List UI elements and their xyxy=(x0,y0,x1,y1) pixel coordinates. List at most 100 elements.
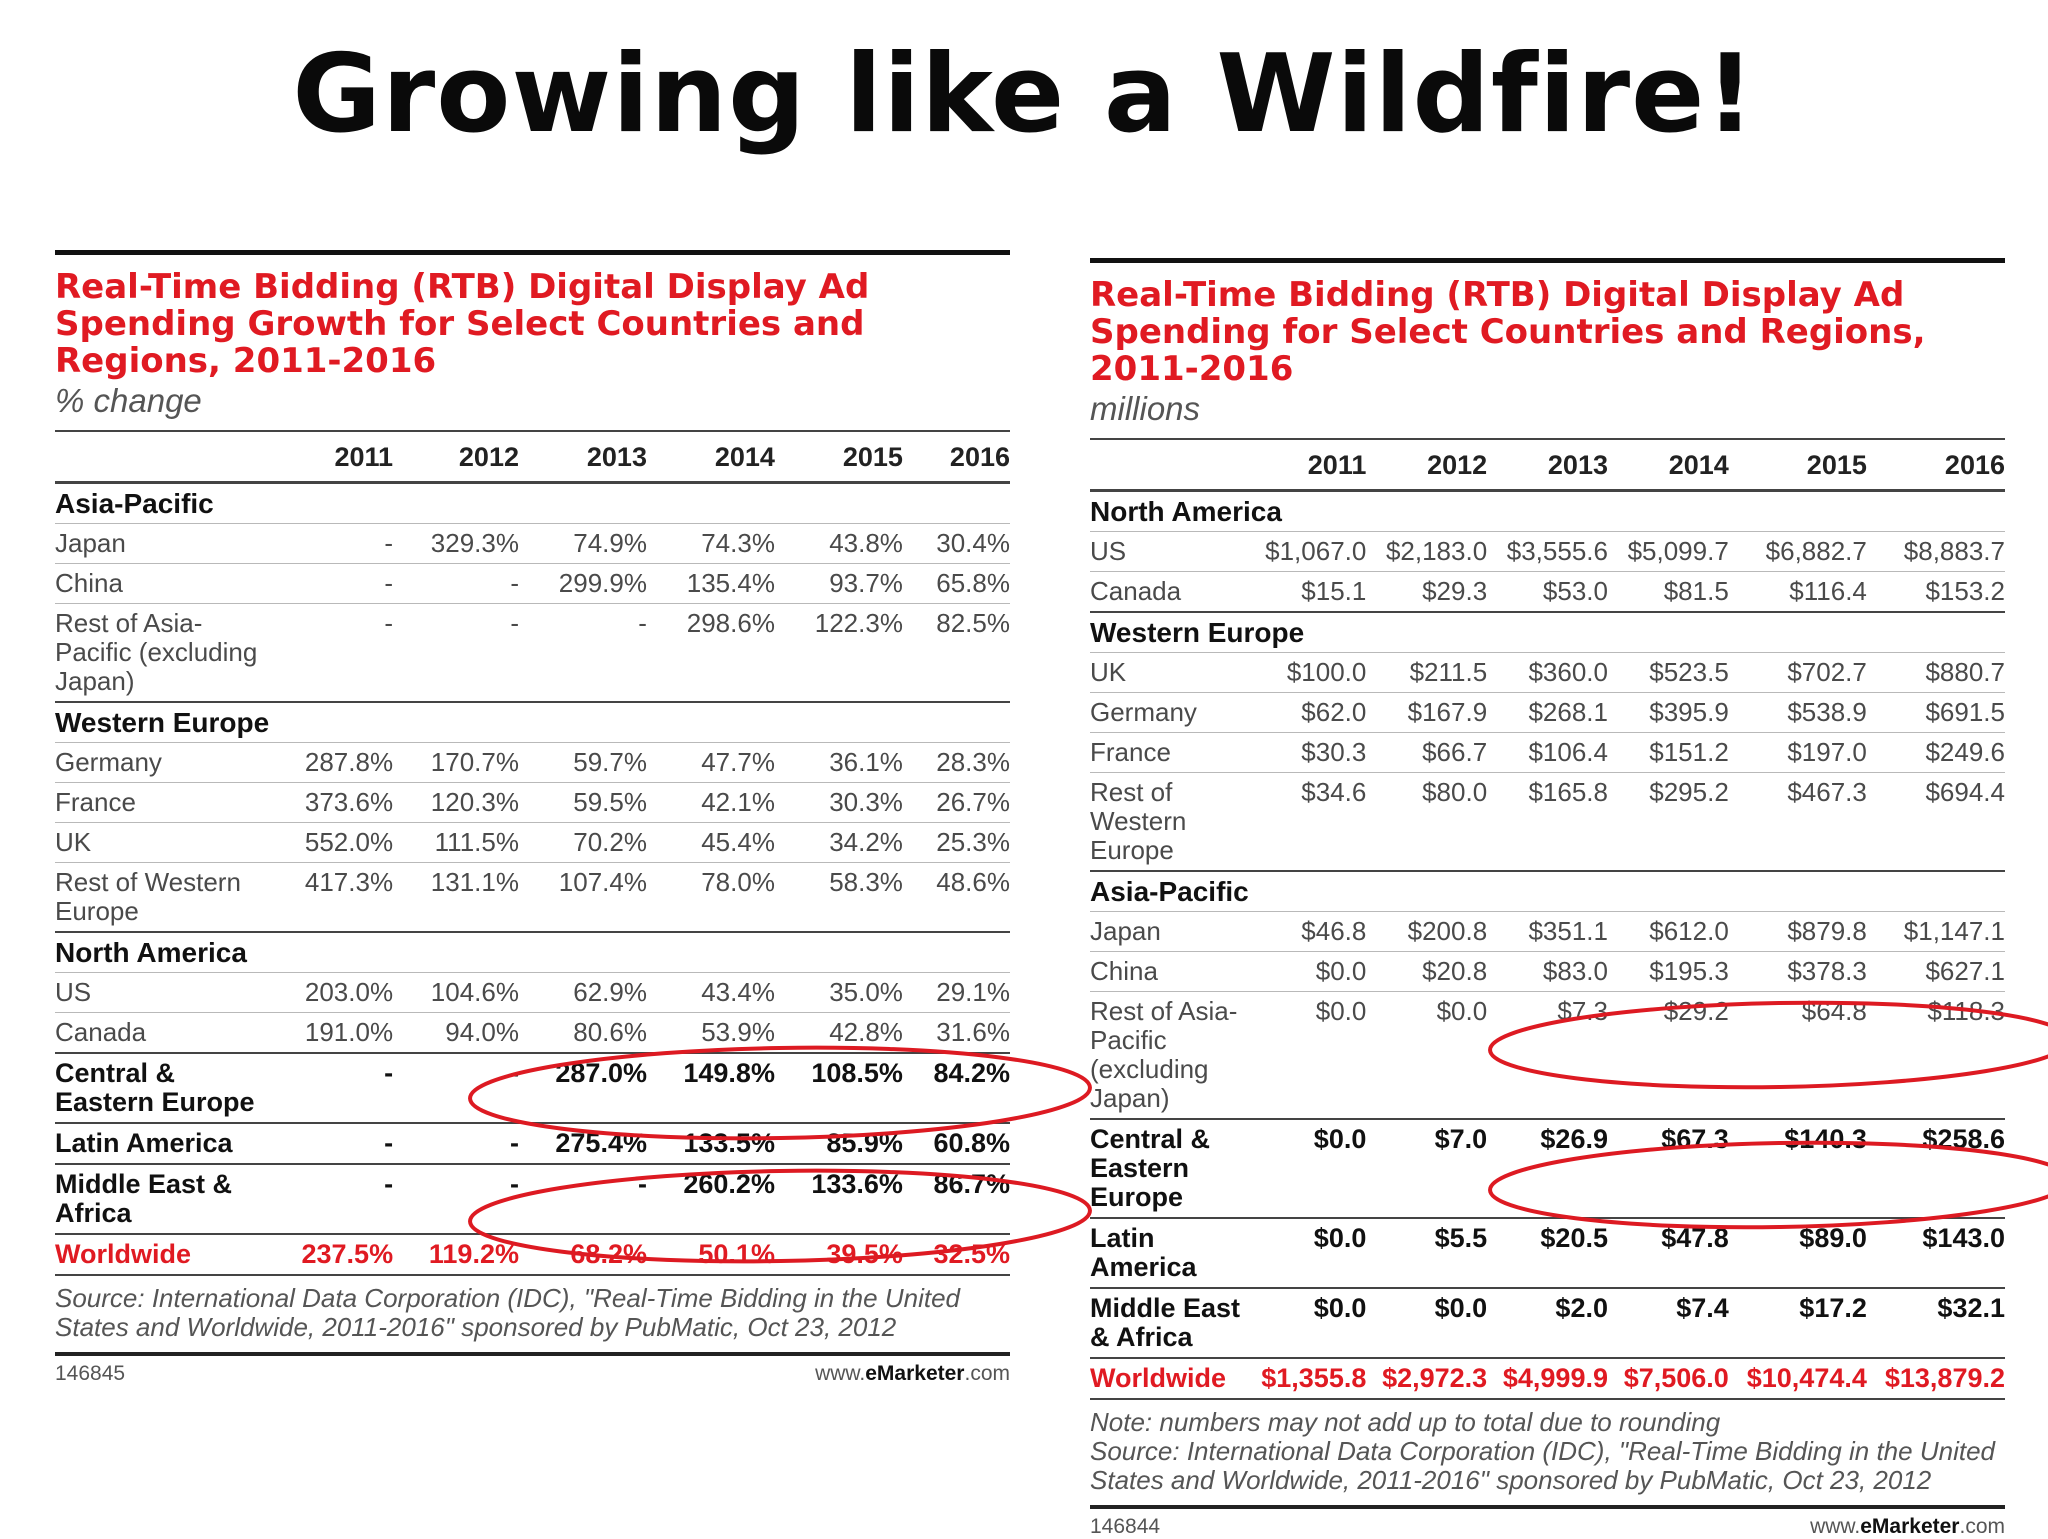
table-row: China - -299.9% 135.4% 93.7% 65.8% xyxy=(55,563,1010,604)
table-cell: 70.2% xyxy=(518,822,647,863)
row-label: US xyxy=(55,972,266,1013)
row-label: UK xyxy=(1090,652,1246,693)
table-row: UK $100.0 $211.5 $360.0 $523.5 $702.7 $880.7 xyxy=(1090,652,2005,693)
col-header: 2014 xyxy=(1607,438,1729,492)
col-header: 2016 xyxy=(902,430,1010,484)
table-cell: 80.6% xyxy=(518,1012,647,1054)
table-cell: 68.2% xyxy=(518,1233,647,1276)
row-label: Rest of Asia-Pacific (excluding Japan) xyxy=(55,603,266,703)
table-body: North America US $1,067.0 $2,183.0 $3,555.6 $… xyxy=(1090,489,2005,1400)
row-label: Germany xyxy=(55,742,266,783)
table-row: Japan -329.3% 74.9% 74.3% 43.8% 30.4% xyxy=(55,523,1010,564)
row-label: Middle East & Africa xyxy=(55,1163,266,1235)
table-cell: $627.1 xyxy=(1866,951,2005,992)
table-cell: $880.7 xyxy=(1866,652,2005,693)
table-cell: - xyxy=(265,603,394,703)
table-cell: $7.4 xyxy=(1607,1287,1729,1359)
table-row: France $30.3 $66.7 $106.4 $151.2 $197.0 $249.6 xyxy=(1090,732,2005,773)
panel-units: millions xyxy=(1090,390,1201,427)
table-cell: $0.0 xyxy=(1245,1118,1367,1219)
source-note: Source: International Data Corporation (… xyxy=(55,1283,960,1342)
panel-units: % change xyxy=(55,382,202,419)
table-cell: $106.4 xyxy=(1487,732,1608,773)
growth-table: 2011 2012 2013 2014 2015 2016 Asia-Pacif… xyxy=(55,430,1010,1276)
col-header: 2011 xyxy=(1245,438,1367,492)
table-cell: 78.0% xyxy=(646,862,775,933)
table-cell: $67.3 xyxy=(1607,1118,1729,1219)
table-cell: $197.0 xyxy=(1728,732,1867,773)
emarketer-logo: www.eMarketer.com xyxy=(1810,1515,2005,1539)
table-cell: $8,883.7 xyxy=(1866,531,2005,572)
table-cell: 299.9% xyxy=(518,563,647,604)
table-row: Middle East & Africa $0.0 $0.0 $2.0 $7.4 $17.… xyxy=(1090,1287,2005,1359)
table-cell: $879.8 xyxy=(1728,911,1867,952)
table-cell: 28.3% xyxy=(902,742,1010,783)
row-label: UK xyxy=(55,822,266,863)
table-cell: 26.7% xyxy=(902,782,1010,823)
row-label: China xyxy=(55,563,266,604)
table-cell: $0.0 xyxy=(1366,1287,1488,1359)
table-row: Latin America $0.0 $5.5 $20.5 $47.8 $89.0 $143… xyxy=(1090,1217,2005,1289)
growth-table-panel: Real-Time Bidding (RTB) Digital Display … xyxy=(55,250,1010,1386)
col-header: 2014 xyxy=(646,430,775,484)
table-cell: - xyxy=(265,1163,394,1235)
table-cell: 43.8% xyxy=(774,523,903,564)
table-cell: - xyxy=(265,563,394,604)
row-label: North America xyxy=(1090,489,2005,532)
row-label: North America xyxy=(55,931,1010,973)
table-cell: 373.6% xyxy=(265,782,394,823)
table-cell: 133.6% xyxy=(774,1163,903,1235)
row-label: Western Europe xyxy=(55,701,1010,743)
table-cell: 36.1% xyxy=(774,742,903,783)
table-cell: $612.0 xyxy=(1607,911,1729,952)
table-row: Germany $62.0 $167.9 $268.1 $395.9 $538.9 $691… xyxy=(1090,692,2005,733)
table-cell: $351.1 xyxy=(1487,911,1608,952)
table-cell: $13,879.2 xyxy=(1866,1357,2005,1400)
row-label: US xyxy=(1090,531,1246,572)
table-cell: - xyxy=(518,603,647,703)
row-label: Western Europe xyxy=(1090,611,2005,653)
table-cell: $268.1 xyxy=(1487,692,1608,733)
table-cell: 417.3% xyxy=(265,862,394,933)
table-cell: 104.6% xyxy=(393,972,519,1013)
table-cell: 74.3% xyxy=(646,523,775,564)
table-cell: 82.5% xyxy=(902,603,1010,703)
table-cell: $30.3 xyxy=(1245,732,1367,773)
col-header xyxy=(55,430,266,484)
table-cell: $20.5 xyxy=(1487,1217,1608,1289)
table-cell: 552.0% xyxy=(265,822,394,863)
highlight-oval xyxy=(1488,1140,2048,1230)
table-row: UK 552.0% 111.5% 70.2% 45.4% 34.2% 25.3% xyxy=(55,822,1010,863)
table-cell: $6,882.7 xyxy=(1728,531,1867,572)
row-label: Japan xyxy=(55,523,266,564)
table-cell: $211.5 xyxy=(1366,652,1488,693)
table-cell: $4,999.9 xyxy=(1487,1357,1608,1400)
table-cell: $702.7 xyxy=(1728,652,1867,693)
table-cell: - xyxy=(265,1052,394,1124)
table-cell: 65.8% xyxy=(902,563,1010,604)
col-header: 2015 xyxy=(774,430,903,484)
table-cell: $26.9 xyxy=(1487,1118,1608,1219)
table-cell: $165.8 xyxy=(1487,772,1608,872)
table-cell: $15.1 xyxy=(1245,571,1367,613)
section-row: North America xyxy=(1090,489,2005,532)
table-cell: $116.4 xyxy=(1728,571,1867,613)
table-cell: 35.0% xyxy=(774,972,903,1013)
row-label: Central & Eastern Europe xyxy=(1090,1118,1246,1219)
table-cell: $467.3 xyxy=(1728,772,1867,872)
panel-footer: 146844 www.eMarketer.com xyxy=(1090,1505,2005,1539)
section-row: Asia-Pacific xyxy=(55,481,1010,524)
table-cell: $2,183.0 xyxy=(1366,531,1488,572)
table-cell: 298.6% xyxy=(646,603,775,703)
table-cell: $167.9 xyxy=(1366,692,1488,733)
logo-name: eMarketer xyxy=(865,1362,965,1385)
logo-name: eMarketer xyxy=(1860,1515,1960,1538)
table-cell: 108.5% xyxy=(774,1052,903,1124)
col-header: 2015 xyxy=(1728,438,1867,492)
table-row: France 373.6% 120.3% 59.5% 42.1% 30.3% 26.7% xyxy=(55,782,1010,823)
table-cell: $66.7 xyxy=(1366,732,1488,773)
row-label: Rest of Western Europe xyxy=(1090,772,1246,872)
table-cell: 43.4% xyxy=(646,972,775,1013)
table-cell: 29.1% xyxy=(902,972,1010,1013)
